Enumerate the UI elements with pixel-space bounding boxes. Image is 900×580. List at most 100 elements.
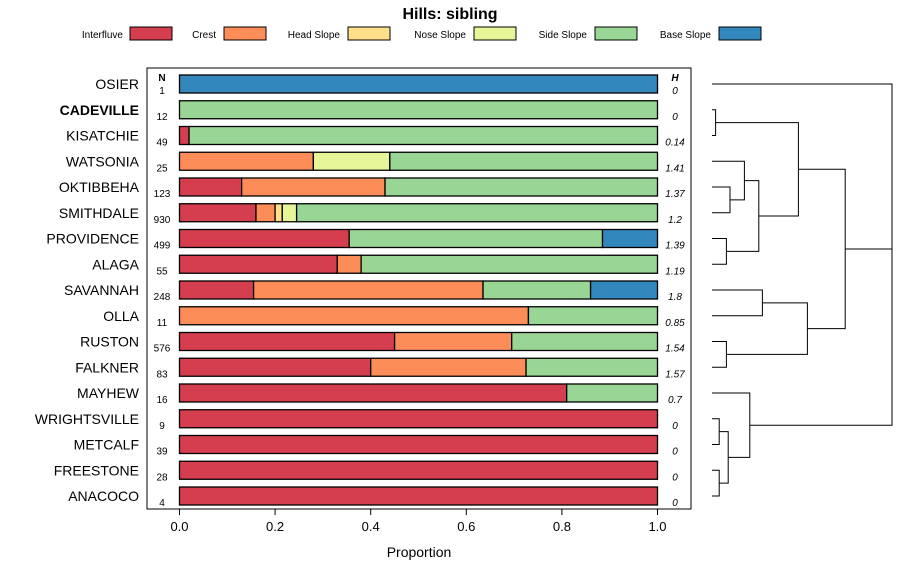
plot-frame [146, 67, 692, 510]
x-axis: 0.0 0.2 0.4 0.6 0.8 1.0 [170, 509, 667, 534]
row-osier: OSIER 1 0 [95, 74, 678, 97]
dendrogram-link [712, 289, 763, 317]
dendrogram-link [712, 186, 731, 214]
row-n-value: 12 [156, 112, 168, 123]
x-tick-label: 0.6 [457, 519, 475, 534]
bar-segment-base-slope [178, 74, 659, 94]
dendrogram-link [712, 160, 745, 201]
legend-swatch-side-slope [594, 26, 638, 41]
bar-segment-interfluve [178, 125, 190, 146]
dendrogram-link [749, 166, 893, 426]
bar-segment-base-slope [601, 228, 659, 249]
row-mayhew: MAYHEW 16 0.7 [77, 383, 682, 406]
row-label: CADEVILLE [60, 102, 139, 118]
row-label: WRIGHTSVILLE [35, 411, 139, 427]
h-column-header: H [671, 73, 679, 84]
bar-segment-crest [240, 177, 386, 197]
row-h-value: 0.14 [665, 138, 685, 149]
row-alaga: ALAGA 55 1.19 [92, 254, 685, 277]
dendrogram-link [715, 122, 799, 217]
x-tick-label: 0.0 [170, 519, 188, 534]
legend-label-base-slope: Base Slope [660, 30, 712, 41]
bar-segment-side-slope [188, 125, 659, 146]
bar-segment-side-slope [384, 177, 659, 197]
bar-segment-crest [393, 331, 513, 352]
row-h-value: 1.2 [668, 215, 682, 226]
row-n-value: 499 [154, 241, 171, 252]
row-kisatchie: KISATCHIE 49 0.14 [66, 125, 685, 149]
bar-segment-crest [252, 280, 484, 300]
row-label: OKTIBBEHA [59, 179, 140, 195]
bar-segment-side-slope [566, 383, 659, 403]
row-n-value: 28 [156, 472, 168, 483]
row-anacoco: ANACOCO 4 0 [68, 486, 678, 509]
legend-swatch-crest [223, 26, 267, 41]
legend-swatch-head-slope [347, 26, 391, 41]
row-label: ANACOCO [68, 488, 139, 504]
bar-segment-side-slope [527, 306, 659, 326]
bar-segment-nose-slope [312, 151, 391, 171]
row-n-value: 576 [154, 344, 171, 355]
row-oktibbeha: OKTIBBEHA 123 1.37 [59, 177, 685, 200]
bar-segment-interfluve [178, 203, 257, 223]
dendrogram-link [712, 341, 727, 368]
row-watsonia: WATSONIA 25 1.41 [66, 151, 685, 174]
dendrogram-link [798, 168, 846, 330]
bar-segment-interfluve [178, 383, 568, 403]
dendrogram-link [712, 109, 717, 136]
n-column-header: N [158, 73, 165, 84]
row-metcalf: METCALF 39 0 [74, 434, 678, 458]
row-label: SAVANNAH [64, 282, 139, 298]
dendrogram [712, 83, 893, 497]
bar-segment-side-slope [389, 151, 659, 171]
row-n-value: 25 [156, 163, 168, 174]
row-n-value: 83 [156, 369, 168, 380]
bar-segment-side-slope [482, 280, 592, 300]
dendrogram-link [719, 431, 729, 484]
row-label: MAYHEW [77, 385, 140, 401]
legend-label-head-slope: Head Slope [288, 30, 341, 41]
row-h-value: 1.37 [665, 189, 685, 200]
bar-segment-crest [178, 151, 314, 171]
row-h-value: 0 [672, 86, 678, 97]
bar-segment-interfluve [178, 254, 338, 274]
bar-segment-crest [336, 254, 362, 274]
bar-segment-side-slope [348, 228, 604, 249]
bar-segment-interfluve [178, 486, 659, 506]
bar-segment-crest [178, 306, 530, 326]
row-h-value: 0.7 [668, 395, 682, 406]
row-h-value: 1.41 [665, 163, 684, 174]
row-n-value: 11 [157, 318, 168, 329]
row-n-value: 123 [154, 189, 171, 200]
legend-swatch-base-slope [718, 26, 762, 41]
row-savannah: SAVANNAH 248 1.8 [64, 280, 682, 303]
row-h-value: 0.85 [665, 318, 685, 329]
bar-segment-interfluve [178, 460, 659, 480]
legend-label-crest: Crest [192, 30, 216, 41]
x-tick-label: 0.4 [362, 519, 380, 534]
row-falkner: FALKNER 83 1.57 [75, 357, 685, 380]
row-h-value: 1.8 [668, 292, 682, 303]
row-label: ALAGA [92, 256, 139, 272]
row-n-value: 39 [156, 447, 168, 458]
bar-segment-interfluve [178, 357, 372, 377]
row-h-value: 0 [672, 447, 678, 458]
bar-segment-base-slope [589, 280, 659, 300]
legend: Interfluve Crest Head Slope Nose Slope Side … [82, 26, 762, 41]
row-label: KISATCHIE [66, 128, 139, 144]
row-label: FREESTONE [54, 462, 139, 478]
row-n-value: 4 [159, 498, 165, 509]
bar-segment-side-slope [525, 357, 659, 377]
dendrogram-link [712, 83, 893, 250]
row-label: PROVIDENCE [46, 231, 139, 247]
row-n-value: 930 [154, 215, 171, 226]
legend-swatch-interfluve [129, 26, 173, 41]
legend-swatch-nose-slope [473, 26, 517, 41]
chart-title: Hills: sibling [402, 6, 497, 23]
bar-segment-interfluve [178, 331, 396, 352]
dendrogram-link [712, 418, 720, 445]
row-h-value: 1.39 [665, 241, 685, 252]
row-cadeville: CADEVILLE 12 0 [60, 100, 678, 123]
row-label: SMITHDALE [59, 205, 139, 221]
x-tick-label: 1.0 [648, 519, 666, 534]
